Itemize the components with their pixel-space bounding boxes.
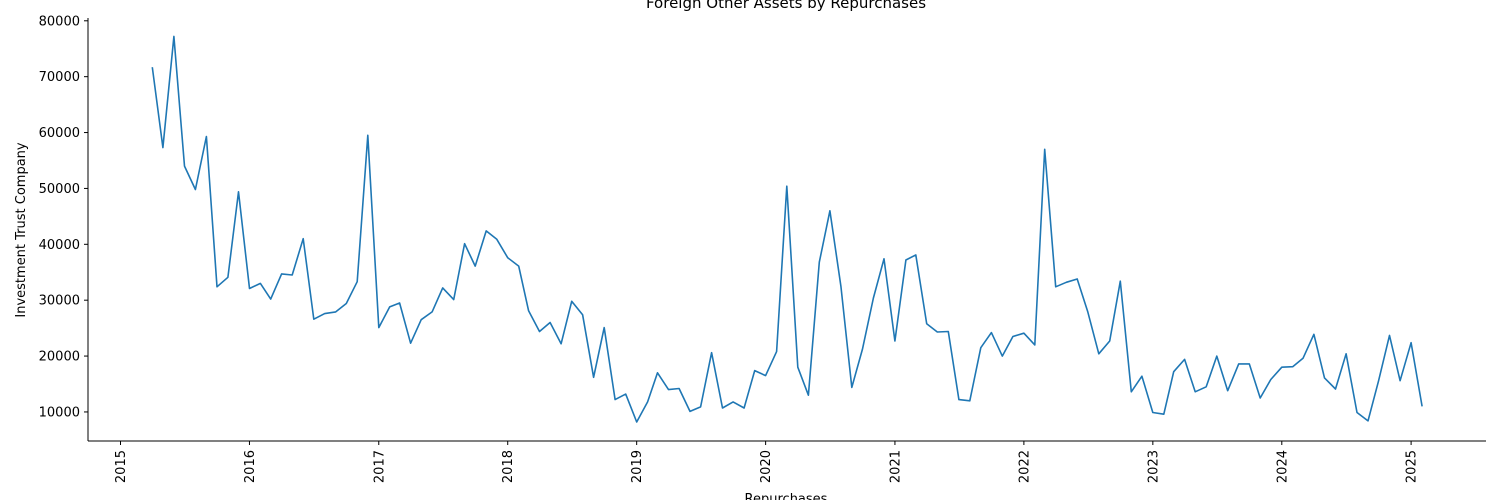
y-tick-label: 40000	[39, 238, 80, 253]
y-tick-label: 10000	[39, 405, 80, 420]
x-tick-label: 2019	[630, 450, 645, 483]
x-tick-label: 2023	[1146, 450, 1161, 483]
x-tick-label: 2025	[1405, 450, 1420, 483]
x-tick-label: 2024	[1275, 450, 1290, 483]
x-axis-ticks: 2015 2016 2017 2018 2019 2020 2021 2022 2023 2024…	[114, 441, 1420, 483]
series-group	[151, 35, 1423, 423]
x-tick-label: 2018	[501, 450, 516, 483]
x-tick-label: 2021	[888, 450, 903, 483]
x-tick-label: 2022	[1017, 450, 1032, 483]
x-tick-label: 2017	[372, 450, 387, 483]
y-tick-label: 30000	[39, 294, 80, 309]
y-tick-label: 70000	[39, 70, 80, 85]
chart-title: Foreign Other Assets by Repurchases	[646, 0, 926, 12]
y-tick-label: 60000	[39, 126, 80, 141]
x-tick-label: 2015	[114, 450, 129, 483]
x-axis-title: Repurchases	[745, 492, 828, 500]
series-line	[151, 35, 1423, 423]
y-tick-label: 80000	[39, 14, 80, 29]
x-tick-label: 2020	[759, 450, 774, 483]
y-tick-label: 50000	[39, 182, 80, 197]
y-axis-title: Investment Trust Company	[14, 142, 29, 318]
y-tick-label: 20000	[39, 350, 80, 365]
y-axis-ticks: 10000 20000 30000 40000 50000 60000 70000 80000	[39, 14, 88, 420]
x-tick-label: 2016	[243, 450, 258, 483]
